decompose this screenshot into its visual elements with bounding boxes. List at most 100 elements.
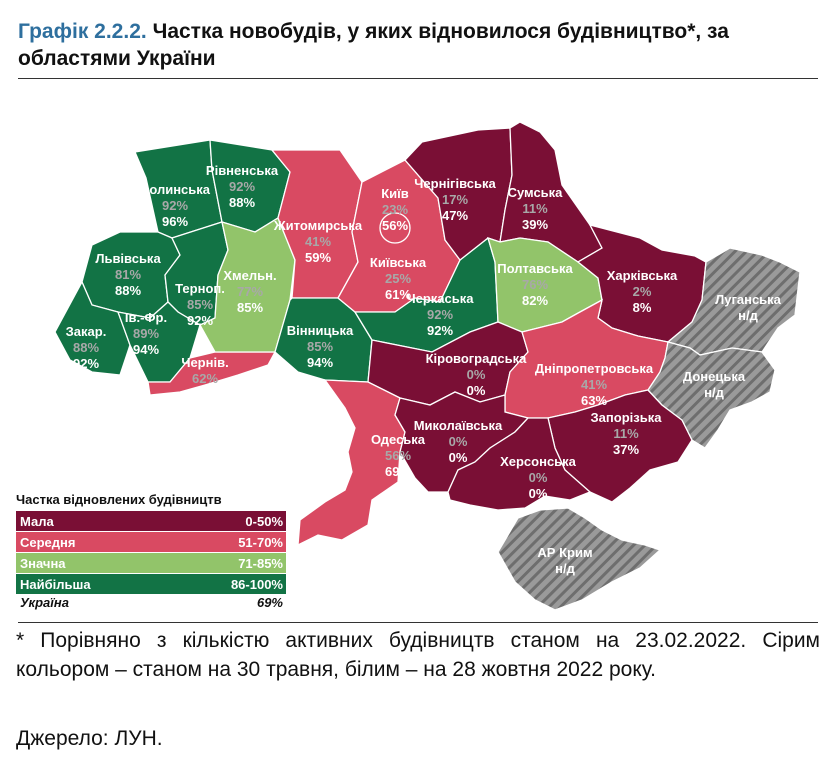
legend-label: Найбільша [20,576,91,592]
region-grey-value: 11% [613,426,639,441]
region-label-ivano: Ів.-Фр.89%94% [125,310,167,357]
region-name-value: АР Крим [537,545,592,560]
region-label-ternopil: Терноп.85%92% [175,281,225,328]
legend-range: 0-50% [245,513,283,529]
region-white-value: 85% [237,300,263,315]
region-white-value: н/д [704,385,724,400]
legend-label: Мала [20,513,54,529]
region-grey-value: 25% [385,271,411,286]
region-white-value: 59% [305,250,331,265]
region-white-value: 92% [73,356,99,371]
region-name-value: Вінницька [287,323,354,338]
region-grey-value: 0% [449,434,468,449]
region-khmelnytskyi [199,217,296,353]
region-white-value: 63% [581,393,607,408]
region-name-value: Житомирська [273,218,363,233]
region-grey-value: 62% [192,371,218,386]
region-white-value: 39% [522,217,548,232]
source-note: Джерело: ЛУН. [16,727,163,750]
region-kherson [447,417,592,511]
region-name-value: Волинська [140,182,211,197]
legend-title: Частка відновлених будівництв [16,492,222,507]
region-grey-value: 2% [633,284,652,299]
region-name-value: Чернігівська [414,176,496,191]
chart-title-text: Частка новобудів, у яких відновилося буд… [18,20,729,70]
region-grey-value: 11% [522,201,548,216]
legend-item-significant: Значна 71-85% [16,553,286,573]
chart-title: Графік 2.2.2. Частка новобудів, у яких в… [18,18,818,72]
legend-item-small: Мала 0-50% [16,511,286,531]
region-white-value: 88% [115,283,141,298]
legend-label: Середня [20,534,76,550]
region-white-value: 0% [449,450,468,465]
region-kyiv_city [379,212,411,244]
region-grey-value: 41% [305,234,331,249]
region-white-value: 94% [133,342,159,357]
region-crimea [497,507,662,611]
region-name-value: Київ [381,186,409,201]
region-white-value: 0% [467,383,486,398]
region-name-value: Донецька [683,369,746,384]
region-grey-value: 92% [229,179,255,194]
region-white-value: 69% [192,387,218,402]
region-name-value: Закар. [66,324,107,339]
region-grey-value: 77% [237,284,263,299]
region-grey-value: 76% [522,277,548,292]
region-name-value: Львівська [95,251,161,266]
legend-item-largest: Найбільша 86-100% [16,574,286,594]
region-name-value: Чернів. [181,355,228,370]
region-label-chernivtsi: Чернів.62%69% [181,355,228,402]
legend-item-medium: Середня 51-70% [16,532,286,552]
region-grey-value: 0% [467,367,486,382]
legend-label: Значна [20,555,66,571]
region-name-value: Терноп. [175,281,225,296]
legend-range: 71-85% [238,555,283,571]
region-name-value: Черкаська [407,291,475,306]
region-grey-value: 92% [427,307,453,322]
region-ivano [116,301,201,383]
region-white-value: н/д [555,561,575,576]
region-white-value: 82% [522,293,548,308]
region-name-value: Миколаївська [414,418,503,433]
region-grey-value: 81% [115,267,141,282]
region-name-value: Одеська [371,432,426,447]
legend-range: 51-70% [238,534,283,550]
ukraine-label: Україна [20,595,69,610]
legend-range: 86-100% [230,576,283,592]
region-grey-value: 85% [307,339,333,354]
region-donetsk [647,341,776,449]
region-grey-value: 89% [133,326,159,341]
region-white-value: 69% [385,464,411,479]
footnote: * Порівняно з кількістю активних будівни… [16,629,820,681]
region-name-value: Дніпропетровська [535,361,654,376]
region-name-value: Сумська [508,185,564,200]
region-grey-value: 92% [162,198,188,213]
region-grey-value: 88% [73,340,99,355]
legend-ukraine-total: Україна 69% [16,595,286,610]
region-grey-value: 23% [382,202,408,217]
ukraine-map: Волинська92%96%Рівненська92%88%Львівська… [54,121,801,611]
region-white-value: н/д [738,308,758,323]
region-name-value: Рівненська [206,163,279,178]
region-label-khmelnytskyi: Хмельн.77%85% [223,268,276,315]
region-grey-value: 17% [442,192,468,207]
region-name-value: Херсонська [500,454,577,469]
region-chernivtsi [147,351,277,396]
